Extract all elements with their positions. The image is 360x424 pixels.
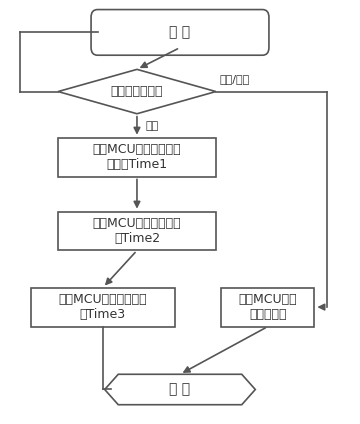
Text: 开机: 开机 xyxy=(146,121,159,131)
Bar xyxy=(221,287,315,326)
Bar xyxy=(58,138,216,176)
Bar xyxy=(58,212,216,251)
Text: 主控MCU控制传感器关
闭Time3: 主控MCU控制传感器关 闭Time3 xyxy=(59,293,147,321)
Bar xyxy=(31,287,175,326)
Polygon shape xyxy=(58,70,216,114)
Text: 主控MCU开启温度传感
器预热Time1: 主控MCU开启温度传感 器预热Time1 xyxy=(93,143,181,171)
Text: 待机/关机: 待机/关机 xyxy=(220,74,250,84)
Text: 开 始: 开 始 xyxy=(170,25,190,39)
Text: 主控MCU控制传感器采
样Time2: 主控MCU控制传感器采 样Time2 xyxy=(93,217,181,245)
Text: 主控MCU控制
传感器关闭: 主控MCU控制 传感器关闭 xyxy=(239,293,297,321)
Text: 结 束: 结 束 xyxy=(170,382,190,396)
FancyBboxPatch shape xyxy=(91,10,269,55)
Polygon shape xyxy=(105,374,255,405)
Text: 电器开机状态？: 电器开机状态？ xyxy=(111,85,163,98)
